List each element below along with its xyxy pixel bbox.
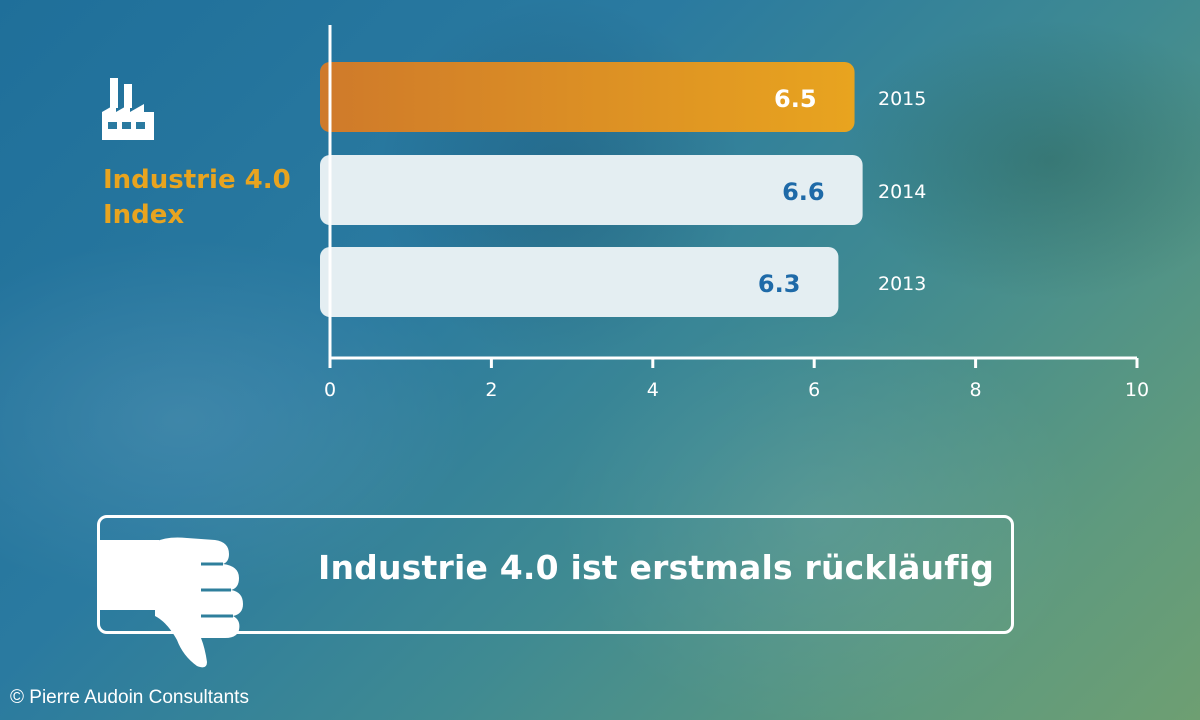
chart-title-line-1: Industrie 4.0: [103, 165, 291, 195]
chart-title-line-2: Index: [103, 200, 185, 230]
bar-value-label-2013: 6.3: [758, 270, 801, 298]
x-tick-label-4: 4: [647, 379, 659, 401]
x-tick-label-2: 2: [485, 379, 497, 401]
x-tick-label-0: 0: [324, 379, 336, 401]
x-tick-label-8: 8: [970, 379, 982, 401]
factory-icon: [102, 78, 154, 140]
category-label-2014: 2014: [878, 181, 926, 203]
banner-text: Industrie 4.0 ist erstmals rückläufig: [318, 548, 995, 587]
x-tick-label-10: 10: [1125, 379, 1149, 401]
copyright-notice: © Pierre Audoin Consultants: [10, 687, 249, 708]
x-tick-label-6: 6: [808, 379, 820, 401]
bar-value-label-2014: 6.6: [782, 178, 825, 206]
bar-2014: [320, 155, 863, 225]
chart-title: Industrie 4.0 Index: [103, 163, 291, 233]
category-label-2015: 2015: [878, 88, 926, 110]
bar-2013: [320, 247, 839, 317]
thumbs-down-icon: [97, 537, 243, 668]
bar-value-label-2015: 6.5: [774, 85, 817, 113]
category-label-2013: 2013: [878, 273, 926, 295]
bar-2015: [320, 62, 855, 132]
